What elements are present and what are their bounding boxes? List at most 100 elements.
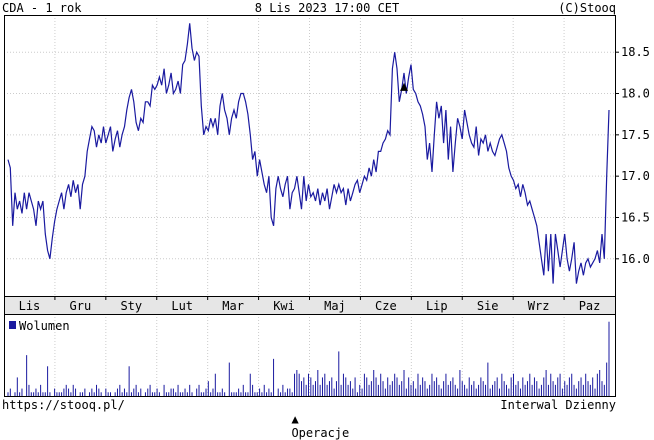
volume-bar (231, 392, 233, 396)
volume-bar (506, 384, 508, 396)
volume-bar (89, 392, 91, 396)
volume-bar (485, 384, 487, 396)
volume-bar (594, 388, 596, 396)
volume-bar (410, 384, 412, 396)
volume-bar (552, 381, 554, 396)
volume-bar (119, 384, 121, 396)
volume-bar (384, 388, 386, 396)
volume-bar (133, 388, 135, 396)
volume-bar (68, 388, 70, 396)
source-url-link[interactable]: https://stooq.pl/ (2, 398, 125, 412)
volume-bar (354, 377, 356, 396)
volume-bar (575, 388, 577, 396)
volume-bar (158, 392, 160, 396)
volume-bar (499, 388, 501, 396)
volume-bar (478, 384, 480, 396)
y-tick-label: 17.0 (621, 169, 650, 183)
volume-bar (235, 392, 237, 396)
volume-bar (422, 377, 424, 396)
volume-bar (328, 381, 330, 396)
volume-bar (9, 388, 11, 396)
volume-bar (16, 377, 18, 396)
volume-bar (321, 377, 323, 396)
volume-bar (289, 388, 291, 396)
volume-bar (21, 388, 23, 396)
volume-bar (137, 392, 139, 396)
volume-bar (340, 384, 342, 396)
volume-bar (294, 373, 296, 396)
volume-bar (308, 373, 309, 396)
volume-bar (123, 388, 125, 396)
volume-bar (191, 392, 193, 396)
chart-frame (4, 15, 616, 397)
volume-bar (531, 384, 533, 396)
volume-bar (172, 388, 174, 396)
volume-bar (445, 373, 447, 396)
volume-bar (72, 384, 74, 396)
volume-bar (58, 392, 60, 396)
volume-bar (459, 370, 461, 396)
volume-bar (533, 377, 535, 396)
volume-bar (109, 392, 111, 396)
volume-bar (98, 388, 100, 396)
volume-bar (233, 392, 235, 396)
x-axis-band (4, 296, 615, 314)
x-tick-label: Sie (477, 299, 499, 313)
volume-bar (599, 370, 601, 396)
volume-bar (44, 392, 46, 396)
volume-bar (450, 381, 452, 396)
volume-bar (589, 384, 591, 396)
volume-bar (35, 388, 37, 396)
copyright-label: (C)Stooq (558, 1, 616, 15)
volume-bar (40, 384, 42, 396)
volume-bar (568, 377, 570, 396)
volume-bar (61, 392, 63, 396)
volume-bar (492, 384, 494, 396)
volume-bar (42, 392, 44, 396)
volume-bar (56, 392, 58, 396)
volume-bar (179, 392, 181, 396)
volume-bar (221, 388, 223, 396)
volume-bar (540, 384, 542, 396)
volume-bar (214, 373, 216, 396)
volume-bar (424, 381, 426, 396)
volume-bar (189, 384, 191, 396)
volume-bar (487, 362, 489, 396)
volume-bar (338, 351, 340, 396)
volume-bar (198, 384, 200, 396)
volume-bar (398, 384, 400, 396)
volume-bar (249, 373, 251, 396)
volume-bar (501, 373, 503, 396)
volume-bar (149, 384, 151, 396)
volume-bar (601, 381, 603, 396)
volume-bar (303, 377, 305, 396)
operation-marker (400, 82, 409, 91)
volume-bar (454, 384, 456, 396)
volume-bar (403, 370, 405, 396)
volume-bar (205, 388, 207, 396)
volume-bar (564, 381, 566, 396)
volume-bar (144, 392, 146, 396)
volume-bar (96, 384, 98, 396)
volume-bar (7, 392, 9, 396)
volume-bar (592, 377, 594, 396)
volume-bar (559, 373, 561, 396)
volume-bar (377, 384, 379, 396)
volume-bar (475, 388, 477, 396)
volume-bar (156, 388, 158, 396)
volume-bar (571, 373, 573, 396)
price-series-line (7, 23, 610, 284)
volume-bar (312, 384, 314, 396)
volume-bar (301, 381, 303, 396)
volume-bar (447, 384, 449, 396)
volume-bar (529, 373, 531, 396)
volume-bar (242, 384, 244, 396)
volume-bar (363, 373, 365, 396)
volume-bar (464, 384, 466, 396)
volume-bar (401, 381, 403, 396)
volume-bar (524, 384, 526, 396)
volume-bar (438, 384, 440, 396)
volume-bar (426, 388, 428, 396)
volume-bar (126, 392, 128, 396)
volume-bar (582, 384, 584, 396)
